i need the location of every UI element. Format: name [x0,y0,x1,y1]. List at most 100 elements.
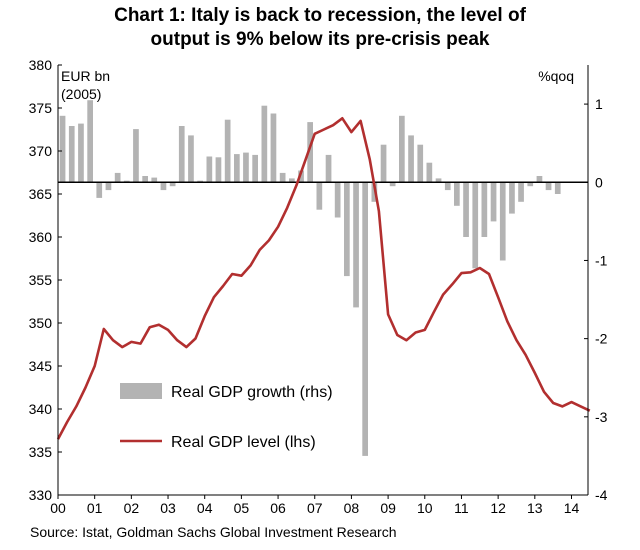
x-tick-label: 11 [454,500,469,516]
bar-series [59,100,561,456]
level-line [56,117,591,440]
left-tick-label: 375 [29,100,53,116]
growth-bar [78,123,84,183]
right-tick-label: -1 [595,252,608,268]
growth-bar [224,119,231,183]
growth-bar [499,182,506,261]
left-tick-label: 360 [29,229,53,245]
growth-bar [344,182,350,277]
growth-bar [114,172,121,183]
left-tick-label: 380 [29,57,53,73]
chart-title: Chart 1: Italy is back to recession, the… [0,4,640,52]
growth-bar [169,182,176,187]
right-tick-label: -2 [595,331,608,347]
x-tick-label: 03 [160,500,176,516]
growth-bar [518,182,524,202]
left-tick-label: 370 [29,143,53,159]
x-tick-label: 13 [527,500,543,516]
growth-bar [261,105,268,183]
growth-bar [243,152,249,183]
legend: Real GDP growth (rhs) Real GDP level (lh… [120,383,333,451]
left-tick-label: 355 [29,272,53,288]
growth-bar [353,182,359,308]
source-note: Source: Istat, Goldman Sachs Global Inve… [30,524,397,540]
growth-bar [307,122,313,183]
growth-bar [188,135,194,183]
growth-bar [289,178,295,183]
legend-label-level: Real GDP level (lhs) [171,434,316,451]
left-tick-label: 330 [29,487,53,503]
growth-bar [362,182,368,456]
growth-bar [444,182,451,191]
growth-bar [142,176,148,183]
x-tick-label: 09 [380,500,396,516]
growth-bar [435,178,442,183]
growth-bar [380,144,387,183]
growth-bar [316,182,323,210]
growth-bar [536,176,543,183]
growth-bar [206,156,213,183]
left-tick-label: 365 [29,186,53,202]
left-tick-label: 345 [29,358,53,374]
right-tick-label: 1 [595,96,603,112]
growth-bar [472,182,479,269]
growth-bar [123,180,130,183]
x-tick-label: 07 [307,500,323,516]
growth-bar [234,154,240,183]
growth-bar [59,115,66,183]
growth-bar [454,182,460,206]
growth-bar [178,126,185,183]
growth-bar [408,135,414,183]
growth-bar [215,157,222,183]
growth-bar [105,182,112,191]
x-tick-label: 12 [490,500,506,516]
growth-bar [545,182,552,191]
growth-bar [87,100,93,183]
growth-bar [68,126,75,183]
growth-bar [270,113,277,183]
growth-bar [426,162,433,183]
growth-bar [151,177,158,183]
tick-labels: 330 335 340 345 350 355 360 365 370 375 380 -4 -3 -2 -… [29,57,608,516]
growth-bar [481,182,488,237]
x-tick-label: 00 [50,500,66,516]
growth-bar [463,182,469,237]
chart-title-line-2: output is 9% below its pre-crisis peak [150,29,490,50]
right-tick-label: -3 [595,409,608,425]
right-axis-label: %qoq [538,68,574,84]
right-tick-label: 0 [595,174,603,190]
growth-bar [133,129,139,183]
growth-bar [197,180,203,183]
x-tick-label: 05 [234,500,250,516]
x-tick-label: 02 [124,500,140,516]
x-tick-label: 10 [417,500,433,516]
growth-bar [509,182,515,214]
growth-bar [334,182,341,218]
growth-bar [252,154,258,183]
x-tick-label: 06 [270,500,286,516]
axes [57,64,589,499]
growth-bar [298,170,304,183]
growth-bar [417,144,424,183]
growth-bar [160,182,167,191]
x-tick-label: 14 [564,500,580,516]
left-tick-label: 340 [29,401,53,417]
left-tick-label: 335 [29,444,53,460]
growth-bar [325,154,332,183]
left-axis-label: EUR bn (2005) [61,68,110,102]
growth-bar [527,182,534,187]
x-tick-label: 04 [197,500,213,516]
x-tick-label: 08 [344,500,360,516]
growth-bar [399,115,405,183]
growth-bar [490,182,497,222]
growth-bar [389,182,396,187]
right-tick-label: -4 [595,487,608,503]
legend-label-growth: Real GDP growth (rhs) [171,384,333,401]
chart-title-line-1: Chart 1: Italy is back to recession, the… [114,5,526,26]
growth-bar [96,182,103,198]
left-tick-label: 350 [29,315,53,331]
legend-bar-swatch [120,383,162,399]
growth-bar [279,172,286,183]
x-tick-label: 01 [87,500,103,516]
